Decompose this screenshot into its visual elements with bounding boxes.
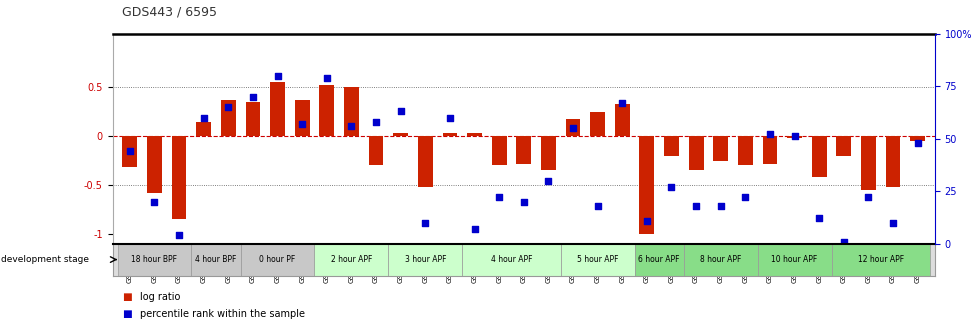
Point [147,199,162,204]
Bar [270,82,285,136]
Bar [737,136,752,165]
Point [491,195,507,200]
Point [270,73,286,78]
Text: 8 hour APF: 8 hour APF [699,255,740,264]
Bar [762,136,777,164]
Point [515,199,531,204]
Bar [467,133,481,136]
Text: 3 hour APF: 3 hour APF [404,255,446,264]
Text: 12 hour APF: 12 hour APF [857,255,903,264]
Bar [197,123,211,136]
Point [688,203,703,208]
Bar [314,244,388,276]
Point [392,109,408,114]
Bar [418,136,432,187]
Bar [171,136,186,219]
Bar [491,136,506,165]
Bar [614,104,629,136]
Text: ■: ■ [122,309,132,319]
Bar [462,244,560,276]
Bar [713,136,728,161]
Point [639,218,654,223]
Point [884,220,900,225]
Point [663,184,679,190]
Point [835,239,851,244]
Point [220,104,236,110]
Point [589,203,604,208]
Text: 2 hour APF: 2 hour APF [331,255,372,264]
Bar [147,136,161,193]
Bar [541,136,556,170]
Text: 6 hour APF: 6 hour APF [638,255,680,264]
Bar [786,136,801,138]
Text: 18 hour BPF: 18 hour BPF [131,255,177,264]
Point [811,216,826,221]
Point [467,226,482,232]
Point [761,132,777,137]
Point [909,140,924,145]
Text: percentile rank within the sample: percentile rank within the sample [140,309,305,319]
Point [122,149,138,154]
Point [736,195,752,200]
Bar [369,136,383,165]
Bar [442,133,457,136]
Point [540,178,556,183]
Text: 4 hour BPF: 4 hour BPF [195,255,237,264]
Bar [835,136,850,156]
Bar [122,136,137,167]
Bar [811,136,825,177]
Point [171,233,187,238]
Bar [830,244,929,276]
Bar [634,244,683,276]
Text: 0 hour PF: 0 hour PF [259,255,295,264]
Bar [221,100,236,136]
Point [614,100,630,106]
Bar [245,102,260,136]
Point [368,119,383,124]
Text: 4 hour APF: 4 hour APF [490,255,532,264]
Text: development stage: development stage [1,255,89,264]
Bar [590,112,604,136]
Point [860,195,875,200]
Bar [515,136,531,164]
Point [196,115,211,120]
Point [442,115,458,120]
Point [343,123,359,129]
Bar [241,244,314,276]
Point [319,75,334,80]
Bar [689,136,703,170]
Bar [388,244,462,276]
Bar [117,244,191,276]
Bar [393,133,408,136]
Text: 5 hour APF: 5 hour APF [576,255,618,264]
Bar [191,244,241,276]
Bar [885,136,900,187]
Point [417,220,432,225]
Point [244,94,260,99]
Point [564,125,580,131]
Bar [861,136,875,190]
Bar [319,85,333,136]
Bar [910,136,924,141]
Bar [663,136,678,156]
Bar [683,244,757,276]
Point [712,203,728,208]
Bar [639,136,653,234]
Text: 10 hour APF: 10 hour APF [771,255,817,264]
Text: log ratio: log ratio [140,292,180,302]
Point [786,134,802,139]
Point [294,121,310,127]
Text: ■: ■ [122,292,132,302]
Bar [565,119,580,136]
Bar [560,244,634,276]
Bar [757,244,830,276]
Bar [294,100,309,136]
Bar [343,87,358,136]
Text: GDS443 / 6595: GDS443 / 6595 [122,5,217,18]
